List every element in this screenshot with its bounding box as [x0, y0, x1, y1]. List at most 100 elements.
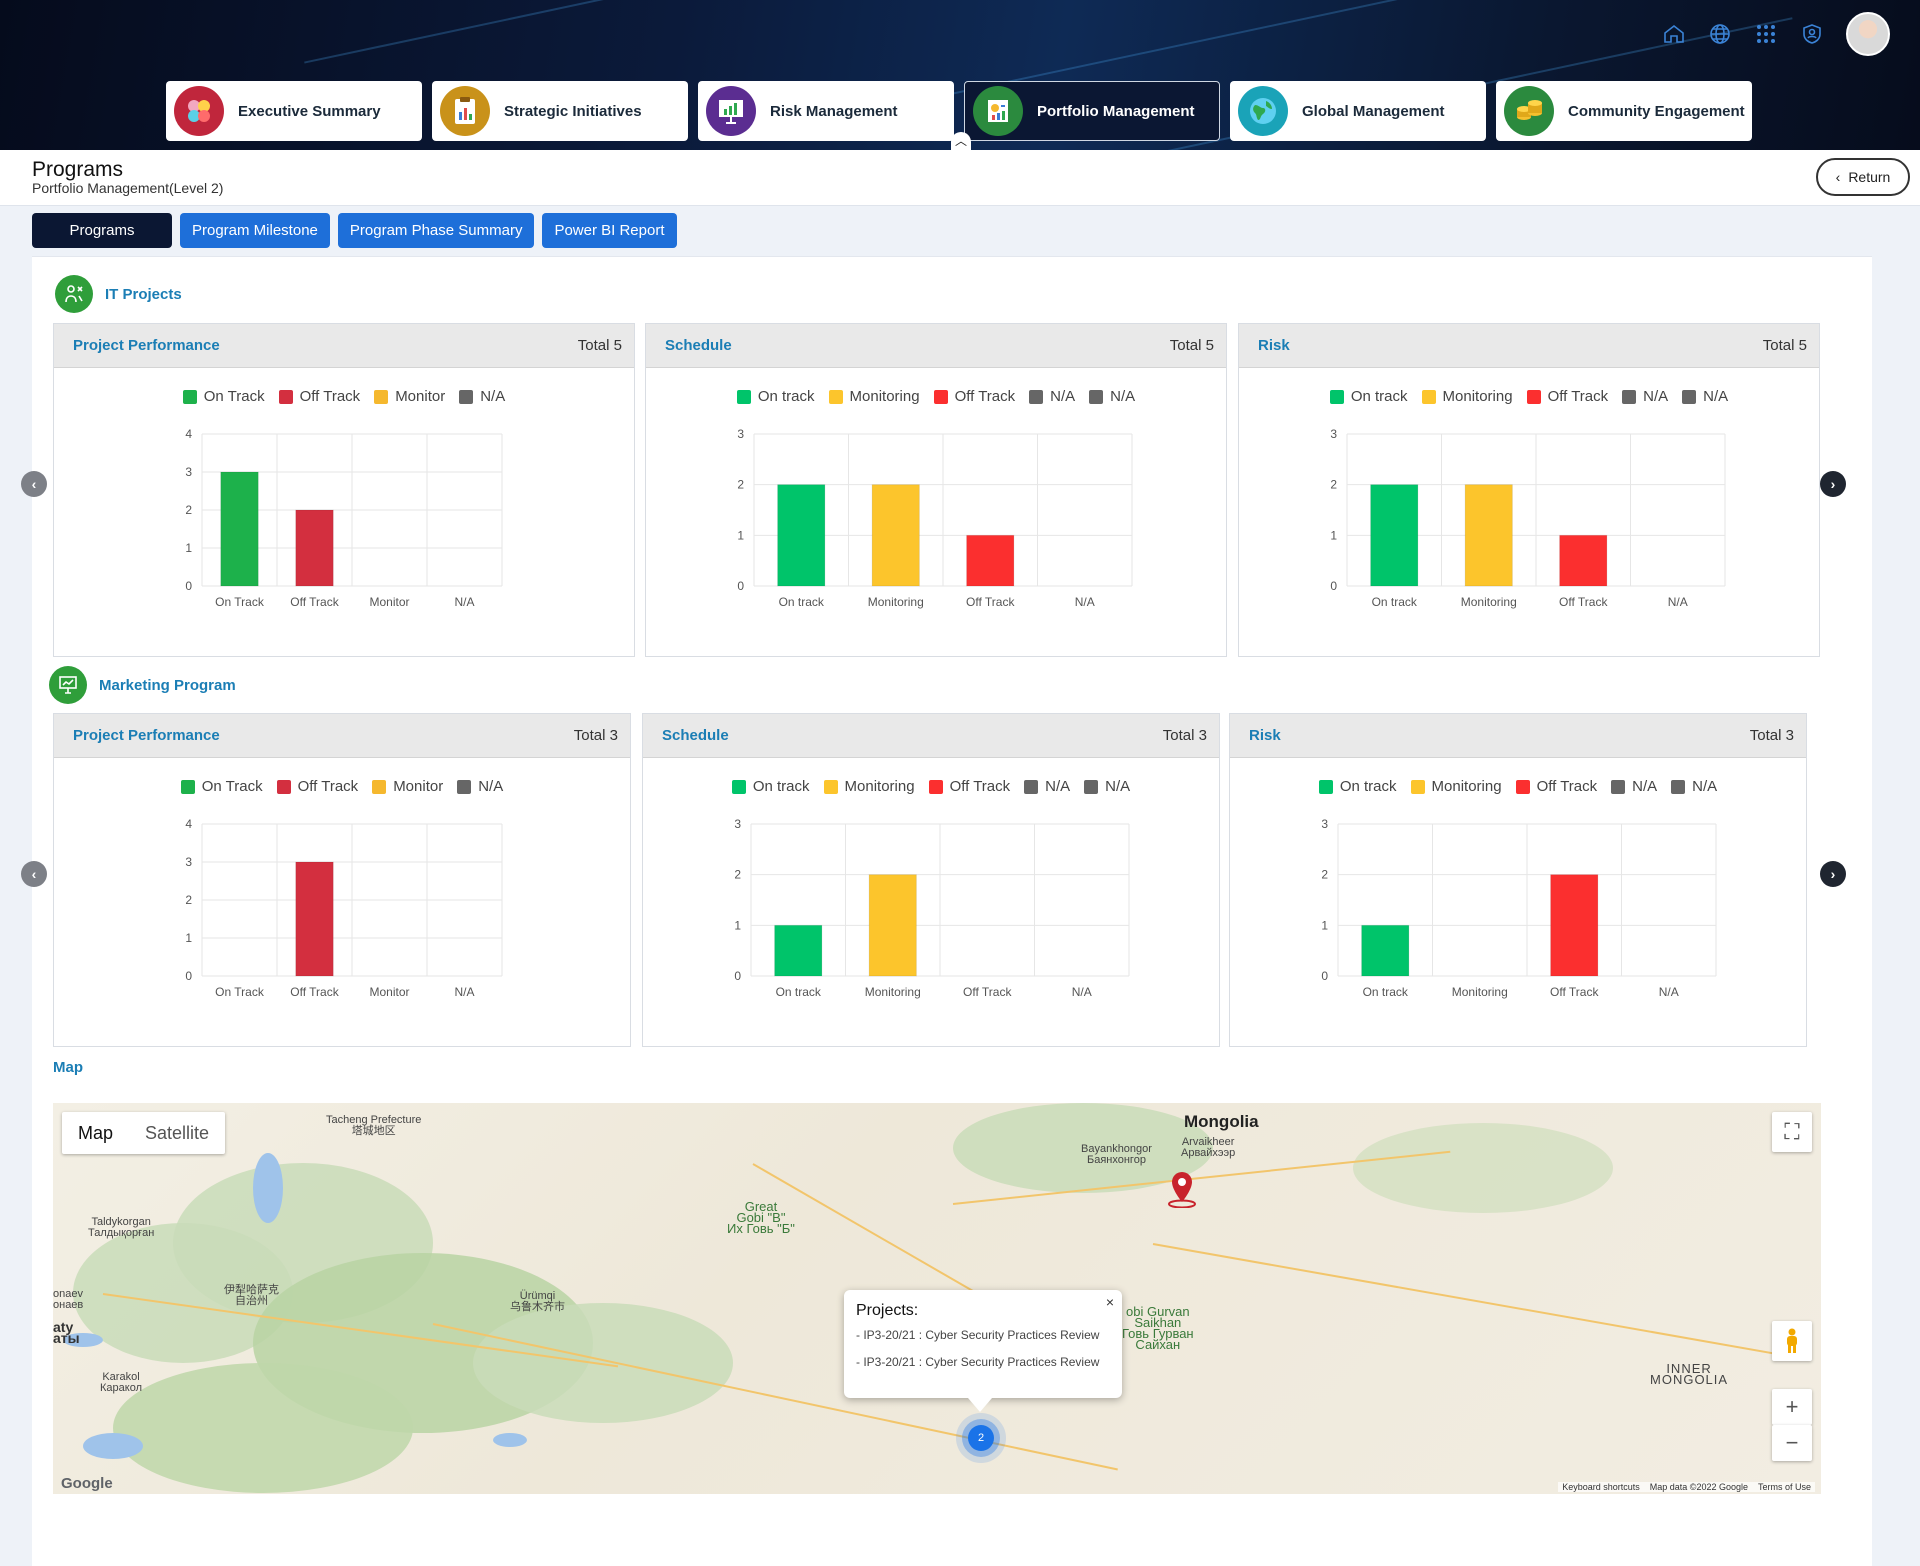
map-marker-icon[interactable]: [1165, 1170, 1199, 1213]
legend-item[interactable]: N/A: [1089, 388, 1135, 405]
legend-item[interactable]: N/A: [1024, 778, 1070, 795]
chart-card: Schedule Total 3 On track Monitoring Off Tra…: [642, 713, 1220, 1047]
user-avatar[interactable]: [1846, 12, 1890, 56]
subnav-program-phase-summary[interactable]: Program Phase Summary: [337, 213, 535, 248]
section-marketing-program: Marketing Program: [49, 666, 236, 704]
legend-item[interactable]: On track: [1329, 388, 1408, 405]
legend-label: N/A: [480, 388, 506, 405]
bar[interactable]: [1550, 874, 1599, 977]
fullscreen-icon[interactable]: ⛶: [1772, 1112, 1812, 1152]
legend-item[interactable]: N/A: [1611, 778, 1657, 795]
legend-item[interactable]: N/A: [1029, 388, 1075, 405]
legend-item[interactable]: N/A: [1084, 778, 1130, 795]
subnav-power-bi-report[interactable]: Power BI Report: [542, 213, 677, 248]
street-view-pegman-icon[interactable]: [1772, 1321, 1812, 1361]
bar[interactable]: [871, 484, 920, 587]
tab-strategic-initiatives[interactable]: Strategic Initiatives: [432, 81, 688, 141]
terms-of-use-link[interactable]: Terms of Use: [1757, 1482, 1811, 1492]
subnav-programs[interactable]: Programs: [32, 213, 172, 248]
module-tabs: Executive Summary Strategic Initiatives …: [166, 81, 1752, 141]
legend-item[interactable]: Monitoring: [823, 778, 915, 795]
card-title: Project Performance: [73, 337, 220, 354]
legend-item[interactable]: On track: [736, 388, 815, 405]
legend-item[interactable]: Monitoring: [828, 388, 920, 405]
tab-portfolio-management[interactable]: Portfolio Management: [964, 81, 1220, 141]
x-tick-label: N/A: [1668, 595, 1688, 609]
map-type-satellite-button[interactable]: Satellite: [145, 1123, 210, 1143]
map-place-label: aty аты: [53, 1319, 80, 1346]
legend-item[interactable]: Monitor: [374, 388, 445, 405]
tab-community-engagement[interactable]: Community Engagement: [1496, 81, 1752, 141]
map-type-map-button[interactable]: Map: [78, 1123, 114, 1143]
legend-item[interactable]: On Track: [180, 778, 263, 795]
zoom-out-button[interactable]: −: [1772, 1425, 1812, 1461]
subnav-program-milestone[interactable]: Program Milestone: [180, 213, 330, 248]
legend-item[interactable]: Off Track: [276, 778, 358, 795]
legend-swatch: [1611, 779, 1626, 794]
card-header: Risk Total 3: [1230, 714, 1806, 758]
legend-item[interactable]: On Track: [182, 388, 265, 405]
legend-item[interactable]: Off Track: [933, 388, 1015, 405]
carousel-next-button[interactable]: ›: [1820, 861, 1846, 887]
globe-icon[interactable]: [1708, 22, 1732, 46]
map-cluster-marker[interactable]: 2: [968, 1425, 994, 1451]
popup-tail: [968, 1398, 992, 1412]
chart-legend: On track Monitoring Off Track N/A N/A: [1239, 388, 1819, 405]
tab-label: Global Management: [1302, 102, 1445, 120]
card-total: Total 3: [1749, 727, 1794, 744]
legend-item[interactable]: Off Track: [1526, 388, 1608, 405]
bar[interactable]: [295, 861, 334, 977]
bar[interactable]: [774, 924, 823, 977]
legend-item[interactable]: N/A: [459, 388, 505, 405]
x-tick-label: Off Track: [290, 985, 339, 999]
bar[interactable]: [868, 874, 917, 977]
bar[interactable]: [1370, 484, 1419, 587]
legend-swatch: [1029, 389, 1044, 404]
bar[interactable]: [295, 509, 334, 587]
y-tick-label: 0: [1321, 969, 1328, 983]
carousel-prev-button[interactable]: ‹: [21, 861, 47, 887]
home-icon[interactable]: [1662, 22, 1686, 46]
legend-item[interactable]: On track: [1318, 778, 1397, 795]
collapse-header-icon[interactable]: ︿: [951, 132, 971, 150]
legend-item[interactable]: Monitor: [372, 778, 443, 795]
close-icon[interactable]: ×: [1105, 1294, 1114, 1310]
scrollbar[interactable]: [1872, 256, 1886, 1566]
zoom-in-button[interactable]: +: [1772, 1389, 1812, 1425]
bar[interactable]: [966, 534, 1015, 587]
x-tick-label: Off Track: [963, 985, 1012, 999]
legend-item[interactable]: N/A: [1622, 388, 1668, 405]
popup-project-item[interactable]: - IP3-20/21 : Cyber Security Practices R…: [856, 1355, 1100, 1369]
legend-item[interactable]: N/A: [457, 778, 503, 795]
y-tick-label: 3: [1321, 817, 1328, 831]
legend-item[interactable]: Monitoring: [1410, 778, 1502, 795]
carousel-next-button[interactable]: ›: [1820, 471, 1846, 497]
bar[interactable]: [220, 471, 259, 587]
carousel-prev-button[interactable]: ‹: [21, 471, 47, 497]
legend-label: On Track: [203, 388, 265, 405]
apps-grid-icon[interactable]: [1754, 22, 1778, 46]
tab-executive-summary[interactable]: Executive Summary: [166, 81, 422, 141]
chart-legend: On Track Off Track Monitor N/A: [54, 388, 634, 405]
popup-project-item[interactable]: - IP3-20/21 : Cyber Security Practices R…: [856, 1328, 1100, 1342]
bar[interactable]: [1464, 484, 1513, 587]
map-place-label: Mongolia: [1184, 1112, 1259, 1131]
map-view[interactable]: Map Satellite ⛶ + − Google Keyboard shor…: [53, 1103, 1821, 1494]
legend-item[interactable]: N/A: [1671, 778, 1717, 795]
bar[interactable]: [777, 484, 826, 587]
tab-risk-management[interactable]: Risk Management: [698, 81, 954, 141]
tab-global-management[interactable]: Global Management: [1230, 81, 1486, 141]
legend-item[interactable]: Off Track: [1515, 778, 1597, 795]
return-button[interactable]: ‹ Return: [1816, 158, 1910, 196]
bar[interactable]: [1361, 924, 1410, 977]
bar[interactable]: [1559, 534, 1608, 587]
legend-item[interactable]: On track: [731, 778, 810, 795]
keyboard-shortcuts-link[interactable]: Keyboard shortcuts: [1562, 1482, 1640, 1492]
shield-user-icon[interactable]: [1800, 22, 1824, 46]
y-tick-label: 2: [1330, 478, 1337, 492]
legend-item[interactable]: Off Track: [278, 388, 360, 405]
legend-item[interactable]: Monitoring: [1421, 388, 1513, 405]
legend-item[interactable]: N/A: [1682, 388, 1728, 405]
legend-item[interactable]: Off Track: [928, 778, 1010, 795]
x-tick-label: On track: [1372, 595, 1418, 609]
